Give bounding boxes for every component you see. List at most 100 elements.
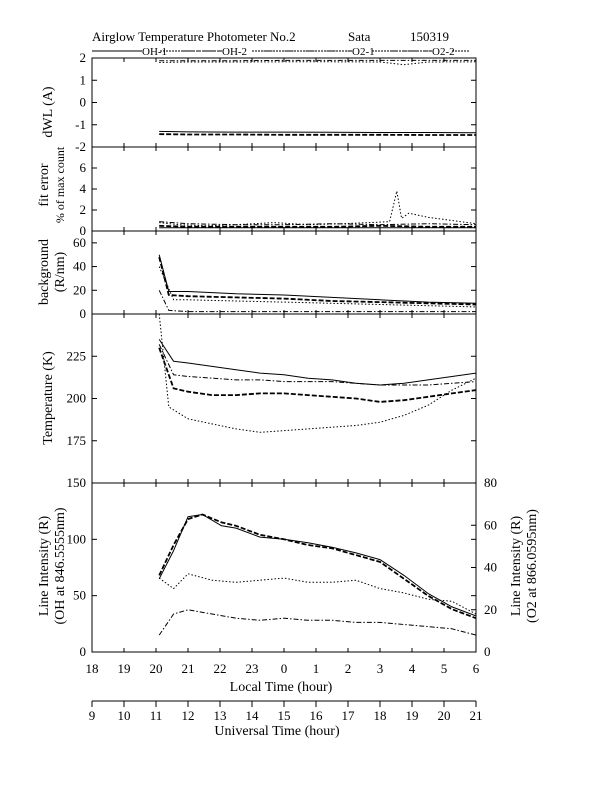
panel-dwl: 2 1 0 -1 -2 dWL (A) [41,50,477,154]
series-line-oh-1 [159,130,476,134]
y-right-tick-label: 20 [484,602,497,617]
x-tick-label-local: 21 [182,661,195,676]
y-tick-label: 4 [80,181,87,196]
x-tick-label-universal: 20 [438,708,451,723]
y-tick-label: 150 [67,475,87,490]
y-right-tick-label: 40 [484,560,497,575]
series-line-o2-1 [159,190,476,227]
x-tick-label-local: 0 [281,661,288,676]
y-tick-label: 0 [80,644,87,659]
x-tick-label-local: 4 [409,661,416,676]
legend-label-o2-2: O2-2 [432,46,455,58]
y-tick-label: 2 [80,50,87,65]
x-tick-label-universal: 14 [246,708,260,723]
x-tick-label-local: 18 [86,661,99,676]
series-line-oh-2 [158,513,476,620]
x-tick-label-universal: 18 [374,708,387,723]
y-tick-label: 1 [80,72,87,87]
panel-fit_error: 6 4 2 0 fit error% of max count [37,146,477,238]
panel-frame [91,57,477,148]
series-line-o2-1 [158,314,476,433]
x-tick-label-local: 20 [150,661,163,676]
series-line-oh-2 [158,256,476,306]
y-tick-label: 0 [80,306,87,321]
series-line-o2-1 [158,573,476,615]
y-axis-label: Line Intensity (R) [37,516,52,617]
x-tick-label-universal: 16 [310,708,324,723]
x-tick-label-universal: 17 [342,708,356,723]
x-tick-label-universal: 21 [470,708,483,723]
legend-label-oh-2: OH-2 [222,46,247,58]
panel-temperature: 225 200 175 Temperature (K) [41,313,477,484]
x-tick-label-local: 1 [313,661,320,676]
x-tick-label-universal: 11 [150,708,163,723]
x-tick-label-universal: 12 [182,708,195,723]
y-right-axis-label: Line Intensity (R) [509,516,524,617]
y-tick-label: 100 [67,531,87,546]
y-right-tick-label: 0 [484,644,491,659]
x-tick-label-universal: 9 [89,708,96,723]
y-axis-label-secondary: (OH at 846.5555nm) [53,507,68,624]
header: Airglow Temperature Photometer No.2 Sata… [92,29,449,44]
series-line-oh-2 [159,224,476,228]
y-axis-label-secondary: (R/nm) [53,251,68,292]
x-tick-label-universal: 15 [278,708,291,723]
y-tick-label: 50 [73,588,86,603]
x-tick-label-local: 23 [246,661,259,676]
date-label: 150319 [410,29,449,44]
x-tick-label-local: 2 [345,661,352,676]
x-axis-label-universal: Universal Time (hour) [214,724,340,739]
y-right-tick-label: 60 [484,517,497,532]
series-line-o2-2 [159,221,476,226]
chart-title: Airglow Temperature Photometer No.2 [92,29,296,44]
y-tick-label: 6 [80,160,87,175]
series-line-oh-2 [158,347,476,403]
series-line-o2-2 [158,609,476,636]
series-line-oh-1 [158,254,476,304]
y-tick-label: 0 [80,223,87,238]
y-tick-label: -2 [75,139,86,154]
y-tick-label: 2 [80,202,87,217]
series-line-oh-2 [159,133,476,136]
panel-frame [91,146,477,232]
station-label: Sata [348,29,371,44]
x-tick-label-universal: 10 [118,708,131,723]
y-axis-label: background [37,239,52,305]
legend: OH-1 OH-2 O2-1 O2-2 [92,46,470,58]
y-tick-label: 175 [67,433,87,448]
series-line-o2-2 [159,59,476,62]
x-tick-label-local: 6 [473,661,480,676]
y-axis-label: Temperature (K) [41,351,56,445]
legend-label-o2-1: O2-1 [352,46,375,58]
y-tick-label: 60 [73,235,86,250]
panel-frame [91,482,477,653]
series-line-oh-1 [158,514,476,617]
y-tick-label: 200 [67,391,87,406]
x-tick-label-local: 19 [118,661,131,676]
y-axis-label: fit error [37,163,52,206]
y-tick-label: 20 [73,282,86,297]
x-tick-label-local: 3 [377,661,384,676]
y-right-tick-label: 80 [484,475,497,490]
y-tick-label: 0 [80,95,87,110]
series-line-o2-1 [159,61,476,66]
series-line-o2-2 [158,344,476,386]
series-line-o2-2 [158,290,476,313]
y-right-axis-label-secondary: (O2 at 866.0595nm) [525,509,540,623]
x-axes: Local Time (hour) Universal Time (hour) … [86,661,483,739]
x-tick-label-universal: 19 [406,708,419,723]
x-tick-label-local: 22 [214,661,227,676]
y-tick-label: -1 [75,117,86,132]
legend-label-oh-1: OH-1 [142,46,167,58]
y-axis-label-secondary: % of max count [53,146,67,223]
panel-background: 60 40 20 0 background (R/nm) [37,230,477,321]
y-tick-label: 225 [67,348,87,363]
x-tick-label-local: 5 [441,661,448,676]
series-line-oh-1 [158,339,476,386]
y-tick-label: 40 [73,259,86,274]
x-axis-label-local: Local Time (hour) [230,680,333,695]
x-tick-label-universal: 13 [214,708,227,723]
